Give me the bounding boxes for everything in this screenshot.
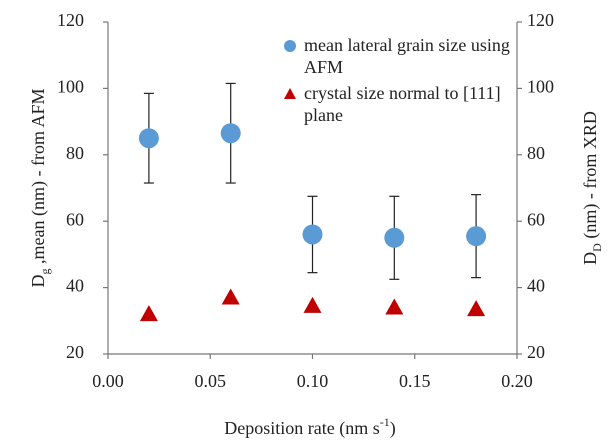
y2-tick-label: 120 (527, 10, 554, 30)
triangle-marker (467, 300, 486, 317)
point (384, 227, 405, 248)
y-axis-label: Dg ,mean (nm) - from AFM (28, 89, 52, 288)
x-tick-label: 0.15 (399, 371, 431, 391)
y2-tick-label: 20 (527, 342, 545, 362)
y-tick-label: 20 (66, 342, 84, 362)
y2-tick-label: 80 (527, 143, 545, 163)
point (138, 128, 159, 149)
y-label-sub: g (38, 268, 52, 274)
x-tick-label: 0.20 (501, 371, 533, 391)
y2-label-sub: D (590, 243, 604, 252)
point (466, 226, 487, 247)
y2-tick-label: 100 (527, 77, 554, 97)
y2-tick-label: 60 (527, 209, 545, 229)
point (302, 224, 323, 245)
y2-label-part: (nm) - from XRD (580, 111, 601, 243)
x-label-part: ) (390, 418, 396, 439)
legend-label: crystal size normal to [111] plane (304, 83, 501, 125)
legend-symbol (284, 88, 296, 99)
y2-tick-label: 40 (527, 276, 545, 296)
triangle-marker (303, 296, 322, 313)
triangle-marker (139, 305, 158, 322)
legend-entry: crystal size normal to [111] plane (278, 82, 523, 126)
legend-label: mean lateral grain size using AFM (304, 35, 510, 77)
y2-label-part: D (580, 252, 600, 265)
x-tick-label: 0.00 (92, 371, 124, 391)
y-label-part: ,mean (nm) - from AFM (28, 89, 49, 269)
x-tick-label: 0.10 (297, 371, 329, 391)
legend: mean lateral grain size using AFM crystal… (278, 34, 523, 130)
legend-marker (284, 40, 296, 52)
legend-entry: mean lateral grain size using AFM (278, 34, 523, 78)
x-axis-label: Deposition rate (nm s-1) (224, 415, 395, 439)
x-label-sup: -1 (380, 415, 390, 429)
x-tick-label: 0.05 (195, 371, 227, 391)
x-label-part: Deposition rate (nm s (224, 418, 379, 439)
y-tick-label: 120 (57, 10, 84, 30)
y-tick-label: 80 (66, 143, 84, 163)
y-tick-label: 100 (57, 77, 84, 97)
triangle-marker (385, 298, 404, 315)
legend-symbol (284, 40, 296, 52)
y-label-part: D (28, 274, 48, 287)
y2-axis-label: DD (nm) - from XRD (580, 111, 604, 265)
y-tick-label: 60 (66, 209, 84, 229)
legend-marker (284, 88, 296, 99)
point (220, 123, 241, 144)
triangle-marker (221, 288, 240, 305)
y-tick-label: 40 (66, 276, 84, 296)
